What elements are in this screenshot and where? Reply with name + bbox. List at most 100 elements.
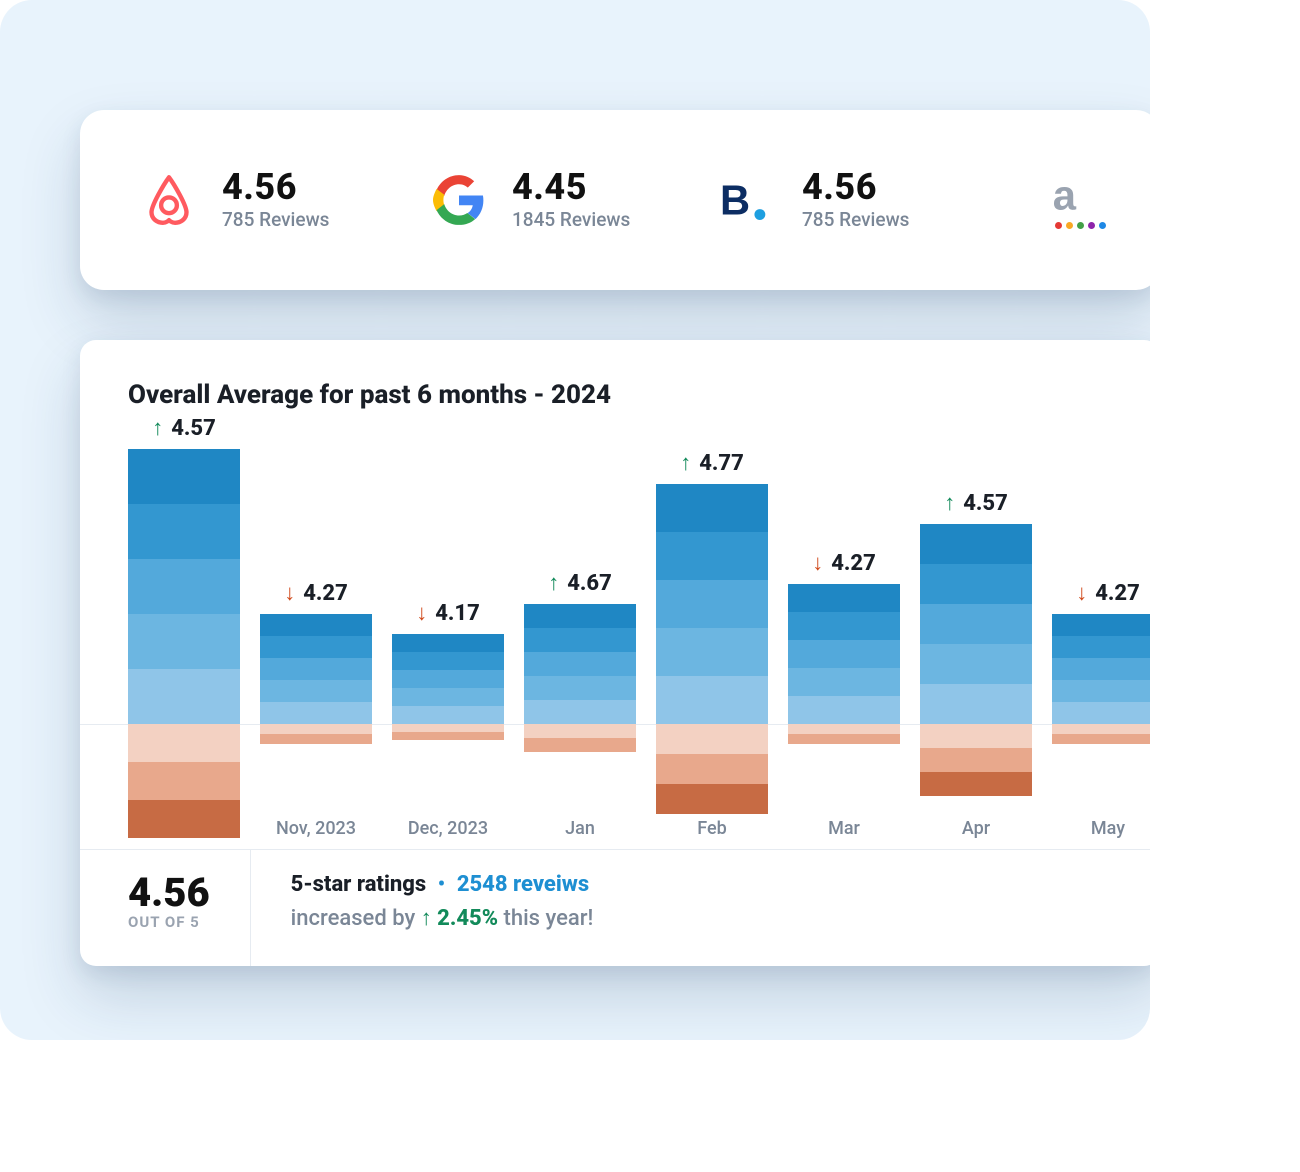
arrow-down-icon [284,580,295,606]
source-agoda[interactable]: a [1010,171,1120,229]
chart-area: 4.574.274.174.674.774.274.574.274 [80,434,1150,854]
bar-segment [1052,680,1150,702]
bar-segment [392,688,504,706]
bar-value: 4.27 [1095,581,1140,606]
bar-segment [1052,636,1150,658]
bar-value: 4.17 [435,601,480,626]
bar-segment [788,696,900,724]
bar-up-stack [128,449,240,724]
chart-card: Overall Average for past 6 months - 2024… [80,340,1150,966]
chart-bar[interactable]: 4.57 [128,434,240,854]
bar-up-stack [260,614,372,724]
bar-value: 4.27 [831,551,876,576]
bar-value-label: 4.17 [416,600,480,626]
bar-value: 4.57 [171,416,216,441]
bar-down-stack [524,724,636,752]
booking-score: 4.56 [802,169,909,207]
chart-bar[interactable]: 4.27 [788,434,900,854]
bar-segment [260,702,372,724]
bar-value-label: 4.77 [680,450,744,476]
airbnb-score: 4.56 [222,169,329,207]
bar-down-stack [656,724,768,814]
arrow-up-icon [944,490,955,516]
bar-value: 4.27 [303,581,348,606]
bar-segment [260,724,372,734]
bar-segment [524,676,636,700]
chart-bar[interactable]: 4.27 [260,434,372,854]
chart-bar[interactable]: 4.77 [656,434,768,854]
bar-segment [656,532,768,580]
bar-segment [392,634,504,652]
agoda-dot [1077,222,1084,229]
bar-segment [656,724,768,754]
chart-bar[interactable]: 4.17 [392,434,504,854]
source-google[interactable]: 4.45 1845 Reviews [430,169,660,232]
bar-segment [788,734,900,744]
bar-down-stack [260,724,372,744]
bar-value: 4.77 [699,451,744,476]
chart-bar[interactable]: 4.27 [1052,434,1150,854]
bar-down-stack [128,724,240,838]
bar-segment [392,724,504,732]
bar-segment [1052,658,1150,680]
bar-value-label: 4.27 [284,580,348,606]
footer-divider [250,850,251,966]
booking-reviews: 785 Reviews [802,208,909,231]
bar-up-stack [1052,614,1150,724]
footer-summary: 5-star ratings • 2548 reveiws increased … [291,868,594,936]
bar-segment [920,524,1032,564]
arrow-up-icon [680,450,691,476]
bar-segment [788,640,900,668]
bar-segment [920,772,1032,796]
airbnb-reviews: 785 Reviews [222,208,329,231]
chart-bar[interactable]: 4.67 [524,434,636,854]
chart-bar[interactable]: 4.57 [920,434,1032,854]
bar-value-label: 4.27 [812,550,876,576]
bar-up-stack [656,484,768,724]
bar-down-stack [1052,724,1150,744]
bar-value-label: 4.57 [944,490,1008,516]
source-airbnb[interactable]: 4.56 785 Reviews [140,169,370,232]
footer-avg-outof: OUT OF 5 [128,913,210,931]
source-booking[interactable]: B 4.56 785 Reviews [720,169,950,232]
google-score: 4.45 [512,169,630,207]
arrow-up-icon [548,570,559,596]
bar-segment [128,762,240,800]
dashboard-stage: 4.56 785 Reviews 4.45 1845 Reviews [0,0,1150,1040]
chart-bars: 4.574.274.174.674.774.274.574.274 [128,434,1150,854]
bar-segment [128,614,240,669]
bar-segment [524,700,636,724]
bar-segment [128,669,240,724]
bar-segment [656,754,768,784]
bar-segment [788,724,900,734]
bar-segment [788,668,900,696]
bar-segment [260,636,372,658]
bar-segment [260,680,372,702]
bar-segment [392,732,504,740]
chart-footer: 4.56 OUT OF 5 5-star ratings • 2548 reve… [80,849,1150,966]
arrow-down-icon [812,550,823,576]
bar-segment [656,580,768,628]
agoda-icon: a [1040,171,1120,229]
bar-up-stack [392,634,504,724]
bar-segment [788,584,900,612]
bar-value-label: 4.57 [152,415,216,441]
footer-line1-bold: 5-star ratings [291,872,427,897]
arrow-down-icon [416,600,427,626]
agoda-dot [1055,222,1062,229]
bar-segment [1052,614,1150,636]
footer-avg-score: 4.56 [128,873,210,913]
bar-segment [128,724,240,762]
bar-down-stack [392,724,504,740]
footer-line2-pre: increased by [291,906,416,931]
svg-text:a: a [1053,172,1077,218]
footer-avg: 4.56 OUT OF 5 [128,873,210,931]
bar-segment [1052,724,1150,734]
bar-segment [920,644,1032,684]
footer-line1-sep: • [438,872,446,897]
bar-segment [656,676,768,724]
bar-segment [656,484,768,532]
bar-segment [524,628,636,652]
agoda-dot [1088,222,1095,229]
bar-segment [128,559,240,614]
